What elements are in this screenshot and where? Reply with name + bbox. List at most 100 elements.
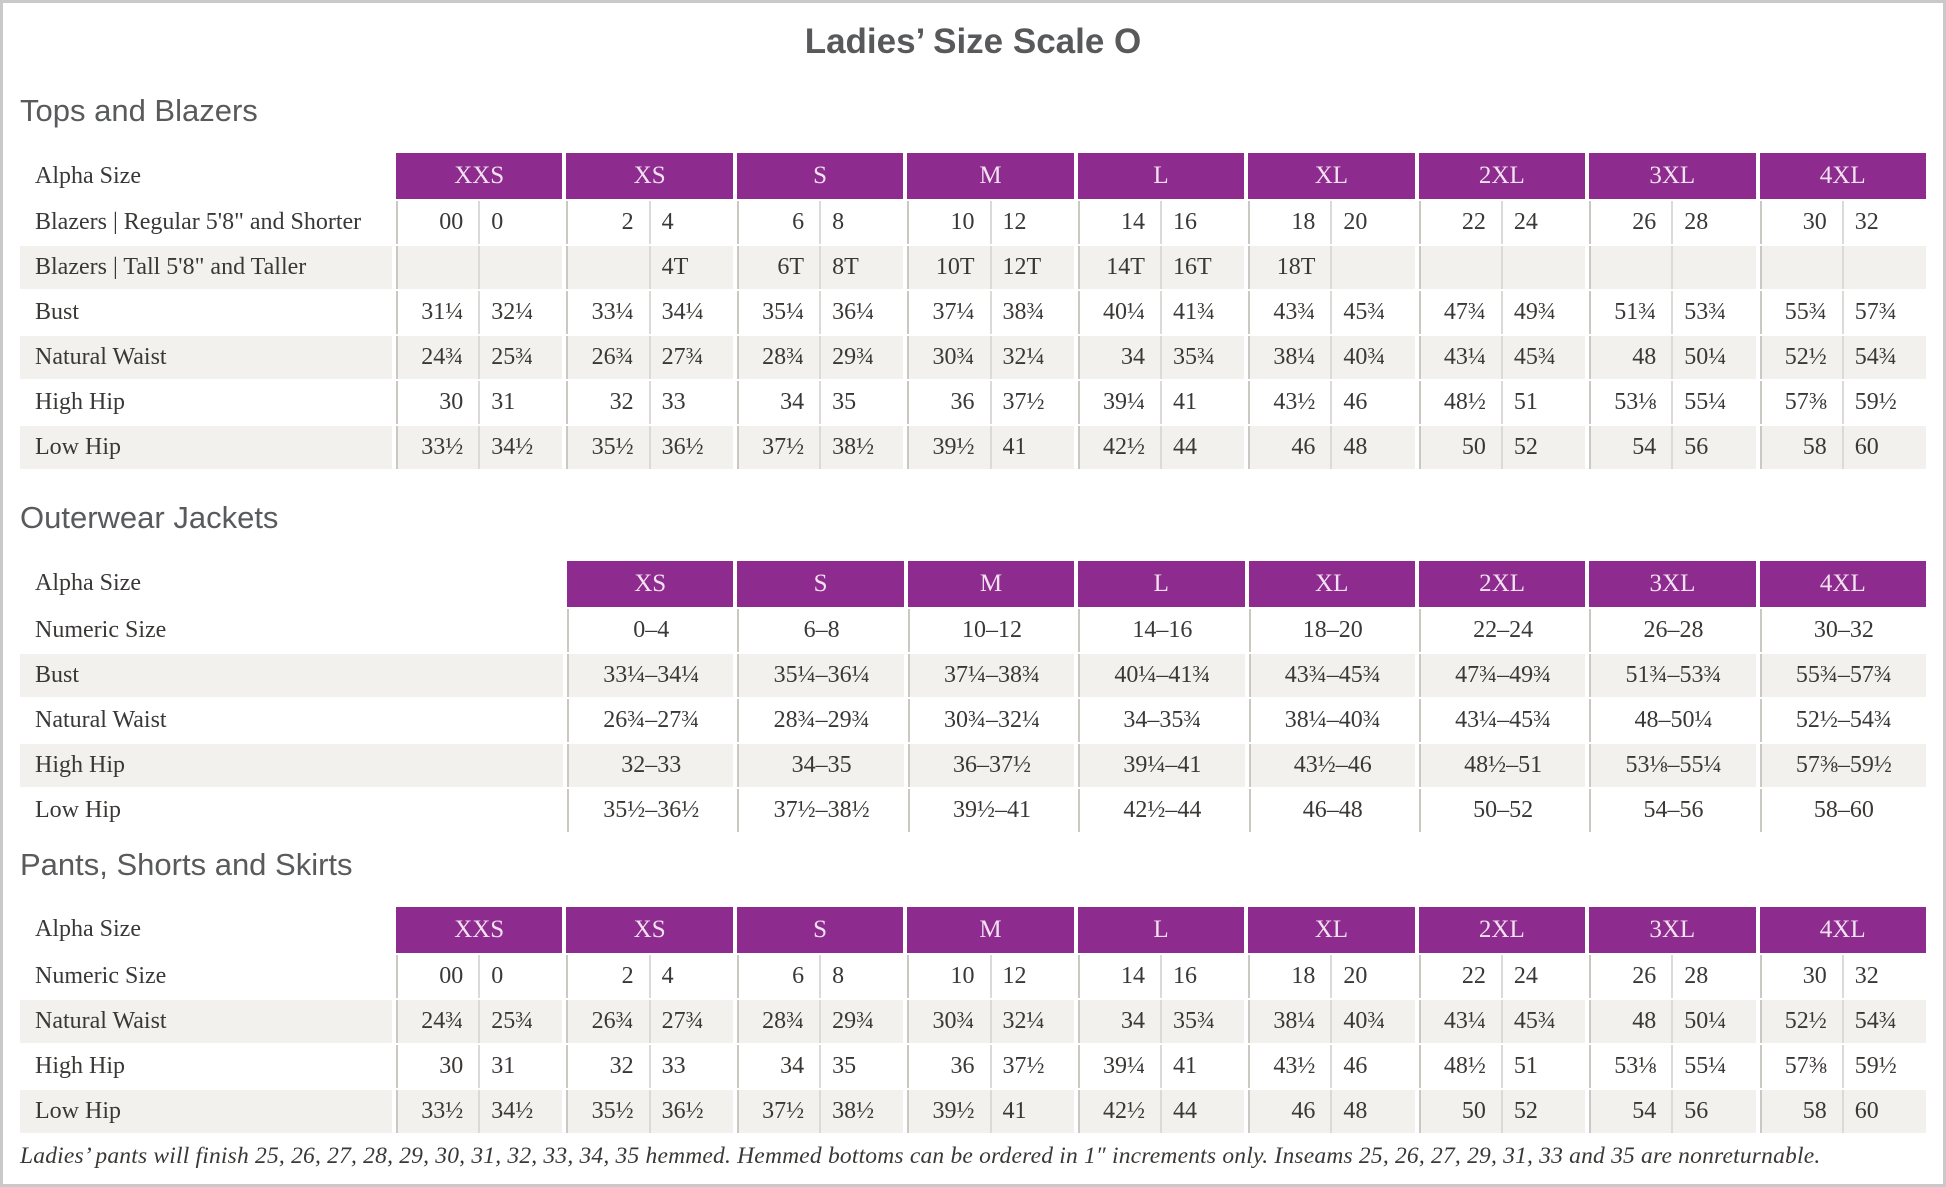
size-value: 54 (1591, 1089, 1674, 1133)
size-value: 56 (1684, 1097, 1709, 1124)
size-cell: 18 20 (1248, 201, 1415, 245)
size-cell: 47¾ 49¾ (1418, 291, 1586, 335)
size-cell: 55¾ 57¾ (1759, 291, 1926, 335)
size-column-header: 4XL (1759, 560, 1926, 607)
size-value: 55¼ (1684, 1052, 1727, 1079)
size-cell: 38¼ 40¾ (1248, 999, 1415, 1043)
size-value: 28 (1684, 962, 1709, 989)
section-heading-outerwear-jackets: Outerwear Jackets (20, 500, 279, 536)
size-value: 26¾ (568, 999, 651, 1043)
size-value (1421, 246, 1503, 290)
table-row: Low Hip 33½ 34½ 35½ 36½ 37½ 38½ 39½ 41 42½ 44 46 48 5… (20, 426, 1926, 470)
size-value: 43½ (1250, 381, 1333, 425)
table-header-row: Alpha Size XXS XS S M L XL 2XL 3XL 4XL (20, 153, 1926, 200)
size-cell: 30 31 (396, 1044, 563, 1088)
size-cell: 46 48 (1248, 426, 1415, 470)
alpha-size-header: Alpha Size (20, 560, 563, 607)
size-value: 25¾ (491, 1007, 534, 1034)
size-value: 45¾ (1343, 299, 1386, 326)
size-range-value: 26¾–27¾ (567, 698, 734, 742)
size-value: 29¾ (832, 344, 875, 371)
size-cell: 28¾ 29¾ (736, 999, 904, 1043)
size-cell: 35½ 36½ (566, 426, 733, 470)
size-cell: 43¾ 45¾ (1248, 291, 1415, 335)
size-value: 50 (1421, 426, 1503, 470)
size-value: 52½ (1762, 999, 1844, 1043)
size-cell: 18 20 (1248, 954, 1415, 998)
size-cell: 39¼ 41 (1077, 381, 1245, 425)
size-value: 10 (909, 201, 992, 245)
row-label: Numeric Size (20, 608, 563, 652)
size-value: 34½ (491, 1097, 534, 1124)
size-value: 33 (661, 389, 686, 416)
size-value: 32¼ (1002, 344, 1045, 371)
size-cell: 42½ 44 (1077, 1089, 1245, 1133)
size-value: 52 (1513, 1097, 1538, 1124)
size-value (1503, 246, 1585, 289)
size-cell: 28¾ 29¾ (736, 336, 904, 380)
size-value: 00 (398, 954, 481, 998)
size-cell: 26 28 (1589, 201, 1756, 245)
size-value (1762, 246, 1844, 290)
size-value: 46 (1343, 1052, 1368, 1079)
size-cell: 24¾ 25¾ (396, 336, 563, 380)
section-heading-pants-shorts-skirts: Pants, Shorts and Skirts (20, 846, 353, 882)
size-cell: 33½ 34½ (396, 1089, 563, 1133)
tops-and-blazers-table: Alpha Size XXS XS S M L XL 2XL 3XL 4XL Blazers | R… (20, 153, 1926, 470)
size-value: 6 (739, 201, 822, 245)
size-cell: 32 33 (566, 381, 733, 425)
size-cell: 14T 16T (1077, 246, 1245, 290)
size-range-value: 42½–44 (1078, 788, 1245, 832)
size-value: 32 (568, 1044, 651, 1088)
row-label: High Hip (20, 743, 563, 787)
size-value: 37½ (739, 426, 822, 470)
size-value: 12 (1002, 962, 1027, 989)
size-value: 0 (491, 962, 504, 989)
size-cell: 54 56 (1589, 426, 1756, 470)
size-value: 50 (1421, 1089, 1503, 1133)
size-column-header: 2XL (1418, 153, 1586, 200)
size-value: 40¾ (1343, 344, 1386, 371)
size-value: 26 (1591, 201, 1674, 245)
size-range-value: 37½–38½ (737, 788, 904, 832)
size-value: 35 (832, 1052, 857, 1079)
size-range-value: 6–8 (737, 608, 904, 652)
size-column-header: M (907, 906, 1074, 953)
size-value: 28¾ (739, 336, 822, 380)
size-value: 35 (832, 389, 857, 416)
size-cell: 57⅜ 59½ (1759, 1044, 1926, 1088)
size-cell: 35¼ 36¼ (736, 291, 904, 335)
size-cell: 10T 12T (907, 246, 1074, 290)
size-value (480, 246, 562, 289)
size-column-header: 3XL (1589, 560, 1756, 607)
size-value: 55¼ (1684, 389, 1727, 416)
table-row: Low Hip 33½ 34½ 35½ 36½ 37½ 38½ 39½ 41 42½ 44 46 48 5… (20, 1089, 1926, 1133)
size-value: 48½ (1421, 381, 1503, 425)
size-column-header: XS (566, 906, 733, 953)
size-range-value: 14–16 (1078, 608, 1245, 652)
size-value: 30¾ (909, 336, 992, 380)
size-value: 39½ (909, 426, 992, 470)
size-value: 37½ (739, 1089, 822, 1133)
size-range-value: 39¼–41 (1078, 743, 1245, 787)
size-cell: 37½ 38½ (736, 426, 904, 470)
size-value: 24¾ (398, 336, 481, 380)
row-label: Low Hip (20, 1089, 392, 1133)
size-range-value: 40¼–41¾ (1078, 653, 1245, 697)
size-cell: 43½ 46 (1248, 1044, 1415, 1088)
size-value: 8 (832, 209, 845, 236)
size-cell: 34 35 (736, 1044, 904, 1088)
size-cell: 30 32 (1759, 954, 1926, 998)
hemming-footnote: Ladies’ pants will finish 25, 26, 27, 28… (20, 1142, 1821, 1169)
size-value: 2 (568, 201, 651, 245)
size-value: 56 (1684, 434, 1709, 461)
size-range-value: 18–20 (1248, 608, 1415, 652)
size-range-value: 37¼–38¾ (907, 653, 1075, 697)
row-label: Bust (20, 653, 563, 697)
size-cell (1589, 246, 1756, 290)
size-cell: 50 52 (1418, 1089, 1586, 1133)
size-cell: 52½ 54¾ (1759, 999, 1926, 1043)
size-value: 26 (1591, 954, 1674, 998)
